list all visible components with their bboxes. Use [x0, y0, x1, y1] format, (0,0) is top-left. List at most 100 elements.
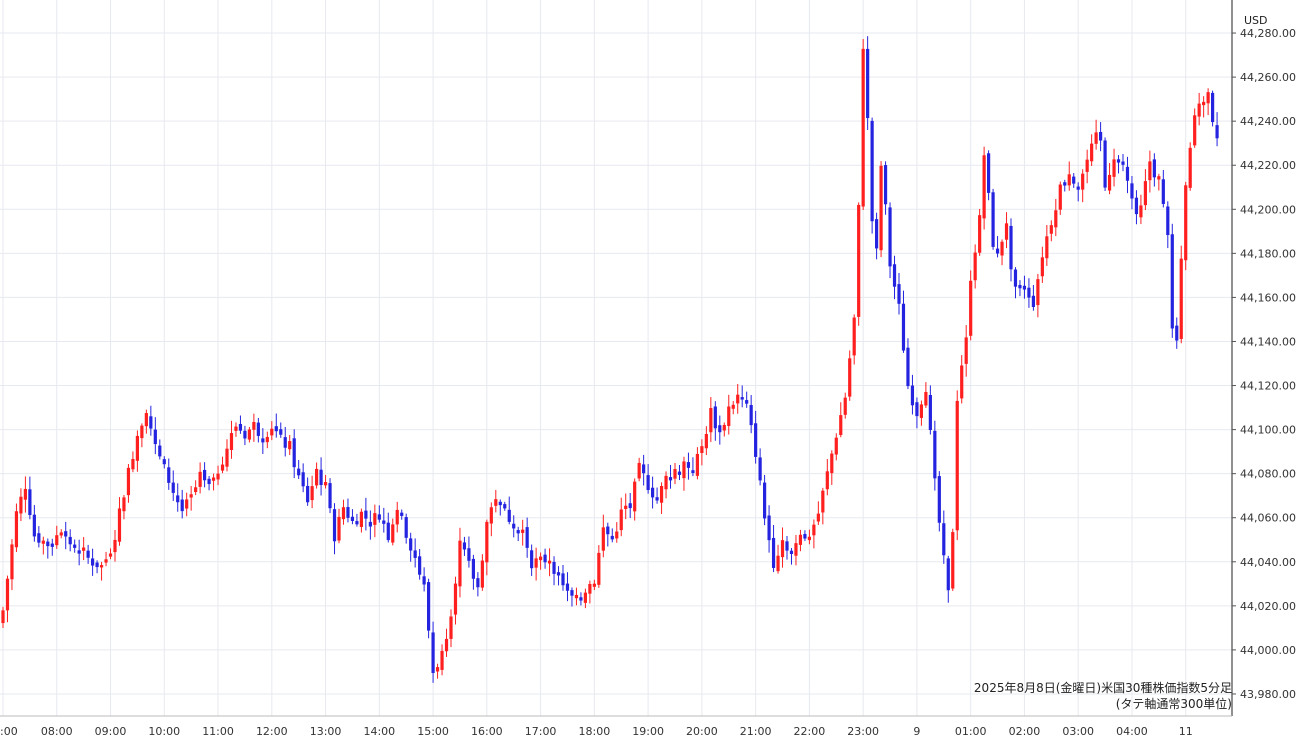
candle — [637, 457, 641, 482]
candle — [1166, 201, 1170, 249]
candle — [897, 273, 901, 315]
candle — [265, 431, 269, 449]
candle-body — [704, 433, 708, 449]
candle — [1112, 148, 1116, 187]
x-tick-label: 18:00 — [579, 725, 611, 738]
candle-body — [861, 48, 865, 207]
candle-body — [991, 192, 995, 247]
candle-body — [547, 560, 552, 564]
candle-body — [1067, 174, 1071, 186]
candle — [1125, 156, 1130, 194]
x-tick-label: 15:00 — [417, 725, 449, 738]
candle-body — [1076, 186, 1080, 190]
candle — [140, 423, 144, 448]
candle-body — [261, 438, 265, 443]
candle — [216, 465, 220, 486]
candle — [915, 397, 919, 429]
candle — [1202, 96, 1206, 118]
candle — [1143, 169, 1147, 211]
candle-body — [987, 153, 991, 193]
candle — [530, 544, 534, 576]
candle-body — [1116, 159, 1121, 163]
candle — [521, 519, 525, 546]
candle — [718, 415, 722, 445]
candle-body — [1179, 258, 1183, 339]
candle — [888, 202, 892, 279]
candle-body — [1121, 161, 1125, 165]
candle — [1045, 224, 1049, 266]
grid — [0, 0, 1232, 716]
candle-body — [539, 556, 543, 561]
candle — [68, 529, 72, 552]
candle-body — [866, 48, 870, 119]
candle-body — [395, 509, 399, 525]
candle — [655, 487, 659, 504]
candle — [306, 477, 310, 506]
candle — [919, 400, 923, 426]
candle — [113, 530, 117, 562]
candle-body — [467, 548, 471, 561]
candle-body — [10, 544, 14, 580]
candle — [534, 547, 538, 581]
candle-body — [1215, 125, 1219, 139]
x-tick-label: 23:00 — [847, 725, 879, 738]
y-tick-label: 44,260.00 — [1240, 71, 1296, 84]
x-tick-label: 21:00 — [740, 725, 772, 738]
candle — [301, 463, 305, 493]
candle — [583, 588, 587, 609]
candle-body — [167, 467, 171, 483]
candle — [1, 606, 5, 628]
y-tick-label: 44,040.00 — [1240, 556, 1296, 569]
candle-body — [1193, 115, 1197, 146]
candle — [126, 464, 131, 503]
candle — [395, 501, 399, 533]
candle — [59, 529, 63, 539]
candle-body — [1112, 159, 1116, 177]
candle — [453, 576, 458, 625]
candle-body — [216, 473, 220, 480]
x-tick-label: 9 — [913, 725, 920, 738]
candle-body — [122, 497, 126, 512]
candle-body — [969, 280, 973, 336]
candle — [144, 409, 148, 434]
candle-body — [1072, 176, 1076, 184]
candle — [108, 548, 113, 560]
candle-body — [113, 539, 117, 553]
candle — [1090, 134, 1094, 166]
candle — [185, 492, 189, 517]
candle-body — [153, 429, 157, 445]
y-axis-ticks: 44,280.00 44,260.00 44,240.00 44,220.00 44,2… — [1232, 27, 1296, 701]
candle — [816, 501, 820, 525]
candle — [574, 587, 579, 606]
candle-body — [951, 532, 955, 589]
candle-body — [749, 404, 753, 426]
candle-body — [574, 594, 579, 599]
candle-body — [803, 533, 807, 539]
candle-body — [745, 400, 749, 404]
caption-line-2: (タテ軸通常300単位) — [1116, 696, 1232, 711]
candle — [1000, 239, 1004, 266]
candle-body — [310, 486, 314, 501]
candle — [964, 325, 968, 377]
candle-body — [225, 448, 229, 467]
candle-body — [220, 464, 225, 471]
candle — [5, 575, 10, 623]
candle — [162, 456, 166, 469]
candle — [789, 547, 794, 565]
candle-body — [579, 597, 583, 601]
candle — [1009, 218, 1013, 282]
candle-body — [418, 556, 422, 575]
candle-body — [1000, 241, 1004, 256]
candle-body — [892, 264, 897, 287]
candle — [435, 663, 440, 679]
candle — [570, 587, 574, 607]
candle-body — [1, 610, 5, 624]
candle — [924, 382, 928, 408]
candle-body — [256, 422, 260, 436]
candle — [274, 413, 278, 438]
candle-body — [713, 406, 717, 429]
candle-body — [265, 436, 269, 443]
candle-body — [763, 482, 767, 519]
candle-body — [373, 513, 377, 525]
